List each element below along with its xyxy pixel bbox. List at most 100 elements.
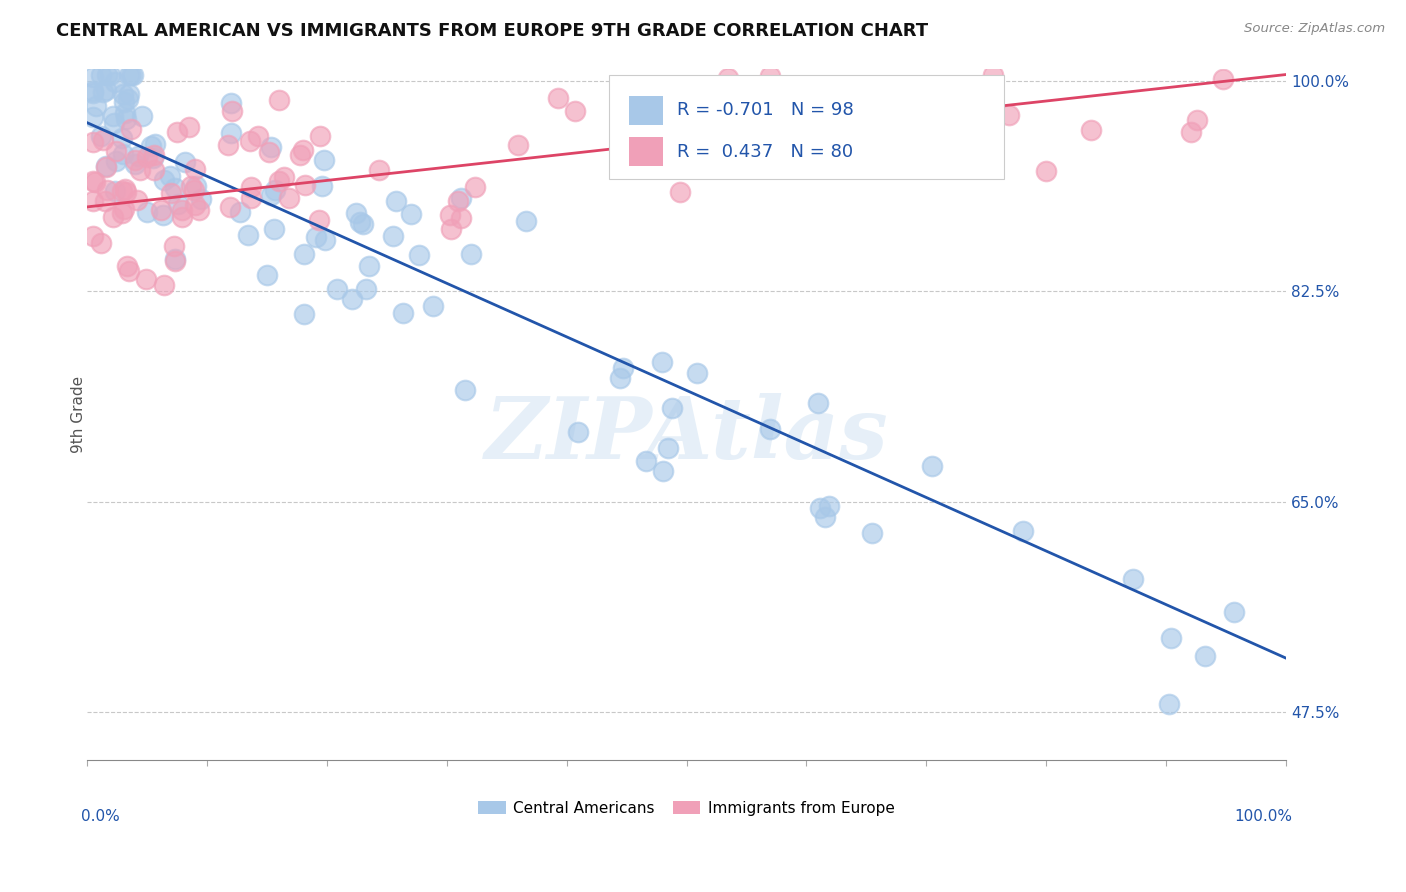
Point — [291, 143, 314, 157]
Point — [152, 207, 174, 221]
Point — [1180, 124, 1202, 138]
Point — [115, 112, 138, 127]
Point — [219, 95, 242, 110]
Point — [190, 192, 212, 206]
Point — [124, 157, 146, 171]
Point — [634, 454, 657, 468]
Point — [814, 510, 837, 524]
Point — [111, 131, 134, 145]
Point — [186, 179, 208, 194]
Point — [564, 104, 586, 119]
Point — [163, 181, 186, 195]
Point — [101, 109, 124, 123]
Point — [98, 68, 121, 82]
Point — [104, 184, 127, 198]
Point — [267, 174, 290, 188]
Point — [114, 182, 136, 196]
Point — [1012, 524, 1035, 539]
Text: ZIPAtlas: ZIPAtlas — [485, 393, 889, 477]
Point — [135, 151, 157, 165]
Point — [82, 87, 104, 101]
Point — [93, 133, 115, 147]
Point — [612, 361, 634, 376]
Point — [135, 272, 157, 286]
Point — [90, 129, 112, 144]
Point — [305, 230, 328, 244]
Point — [82, 174, 104, 188]
Point — [120, 122, 142, 136]
Point — [257, 145, 280, 159]
Point — [260, 187, 283, 202]
Point — [1223, 605, 1246, 619]
FancyBboxPatch shape — [628, 137, 662, 166]
Point — [82, 110, 104, 124]
Point — [184, 198, 207, 212]
Point — [294, 178, 316, 192]
Point — [447, 194, 470, 209]
Point — [217, 137, 239, 152]
Point — [290, 147, 312, 161]
Point — [440, 222, 463, 236]
Point — [308, 213, 330, 227]
Point — [278, 191, 301, 205]
Point — [311, 179, 333, 194]
Point — [515, 214, 537, 228]
Text: R = -0.701   N = 98: R = -0.701 N = 98 — [676, 101, 853, 119]
Point — [82, 135, 104, 149]
Point — [506, 138, 529, 153]
FancyBboxPatch shape — [609, 76, 1004, 179]
Point — [1080, 123, 1102, 137]
Point — [450, 211, 472, 225]
Text: 0.0%: 0.0% — [82, 809, 120, 824]
Point — [921, 458, 943, 473]
Point — [131, 109, 153, 123]
Point — [422, 299, 444, 313]
Point — [82, 84, 104, 98]
Point — [381, 228, 404, 243]
Point — [273, 169, 295, 184]
Point — [111, 206, 134, 220]
Point — [1035, 164, 1057, 178]
Point — [759, 70, 782, 84]
Point — [153, 173, 176, 187]
Point — [143, 163, 166, 178]
Point — [112, 95, 135, 109]
Point — [221, 103, 243, 118]
Point — [352, 217, 374, 231]
Point — [104, 153, 127, 168]
Point — [460, 247, 482, 261]
Point — [96, 184, 118, 198]
Point — [118, 68, 141, 82]
Point — [267, 93, 290, 107]
Point — [160, 186, 183, 200]
Point — [117, 87, 139, 101]
Point — [686, 366, 709, 380]
Point — [136, 205, 159, 219]
Point — [292, 307, 315, 321]
Text: 100.0%: 100.0% — [1234, 809, 1292, 824]
Point — [173, 154, 195, 169]
Point — [981, 68, 1004, 82]
Point — [807, 395, 830, 409]
Point — [260, 140, 283, 154]
Point — [94, 194, 117, 208]
Point — [104, 75, 127, 89]
Point — [117, 93, 139, 107]
Point — [669, 185, 692, 199]
Point — [808, 500, 831, 515]
Point — [170, 210, 193, 224]
Point — [326, 283, 349, 297]
Point — [240, 191, 263, 205]
Point — [263, 221, 285, 235]
Point — [112, 202, 135, 217]
Point — [893, 120, 915, 135]
Point — [166, 126, 188, 140]
Point — [94, 83, 117, 97]
Point — [399, 206, 422, 220]
Point — [246, 129, 269, 144]
Point — [103, 115, 125, 129]
Point — [118, 264, 141, 278]
Point — [115, 259, 138, 273]
Point — [661, 401, 683, 415]
Point — [228, 205, 250, 219]
